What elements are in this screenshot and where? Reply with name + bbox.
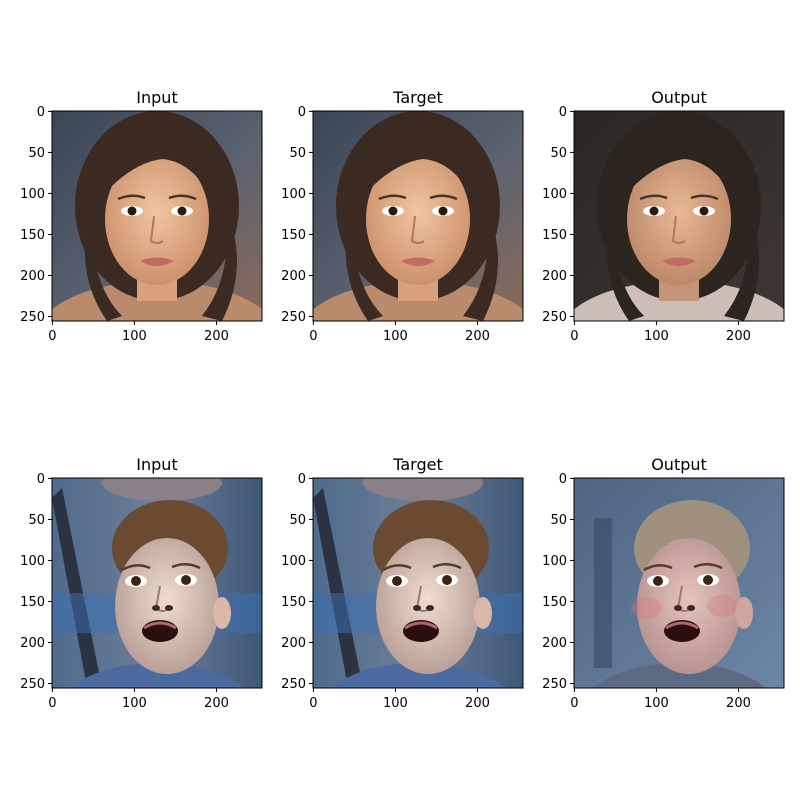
y-tick-label: 250 xyxy=(281,310,306,325)
face-image xyxy=(313,478,523,688)
x-tick-label: 100 xyxy=(122,329,147,344)
x-tick-label: 100 xyxy=(383,329,408,344)
panel-title: Output xyxy=(651,88,707,107)
y-tick-label: 250 xyxy=(542,310,567,325)
y-tick-label: 0 xyxy=(298,472,306,487)
x-tick-label: 100 xyxy=(122,696,147,711)
y-tick-label: 50 xyxy=(550,513,567,528)
y-tick-label: 50 xyxy=(289,513,306,528)
y-tick-label: 100 xyxy=(20,187,45,202)
y-tick-label: 150 xyxy=(542,595,567,610)
y-tick-label: 0 xyxy=(298,105,306,120)
panel-title: Output xyxy=(651,455,707,474)
axes-frame xyxy=(51,477,263,689)
x-tick-label: 200 xyxy=(465,329,490,344)
y-tick-label: 150 xyxy=(20,228,45,243)
y-tick-label: 0 xyxy=(37,472,45,487)
y-tick-label: 100 xyxy=(20,554,45,569)
x-tick-label: 200 xyxy=(204,696,229,711)
axes-frame xyxy=(51,110,263,322)
x-tick-label: 200 xyxy=(726,329,751,344)
axes-frame xyxy=(573,477,785,689)
y-tick-label: 100 xyxy=(281,554,306,569)
y-tick-label: 0 xyxy=(37,105,45,120)
y-tick-label: 100 xyxy=(281,187,306,202)
face-image xyxy=(52,111,262,321)
face-image xyxy=(52,478,262,688)
y-tick-label: 0 xyxy=(559,472,567,487)
y-tick-label: 50 xyxy=(28,513,45,528)
y-tick-label: 200 xyxy=(281,269,306,284)
panel-title: Target xyxy=(392,88,443,107)
y-tick-label: 250 xyxy=(281,677,306,692)
y-tick-label: 100 xyxy=(542,187,567,202)
panel-title: Target xyxy=(392,455,443,474)
y-tick-label: 100 xyxy=(542,554,567,569)
x-tick-label: 100 xyxy=(383,696,408,711)
face-image xyxy=(313,111,523,321)
x-tick-label: 0 xyxy=(48,696,56,711)
y-tick-label: 200 xyxy=(20,269,45,284)
panel-title: Input xyxy=(136,88,177,107)
axes-frame xyxy=(312,110,524,322)
face-image xyxy=(574,111,784,321)
x-tick-label: 0 xyxy=(309,329,317,344)
y-tick-label: 0 xyxy=(559,105,567,120)
x-tick-label: 0 xyxy=(570,329,578,344)
x-tick-label: 0 xyxy=(48,329,56,344)
x-tick-label: 200 xyxy=(465,696,490,711)
x-tick-label: 200 xyxy=(204,329,229,344)
y-tick-label: 250 xyxy=(20,677,45,692)
axes-frame xyxy=(312,477,524,689)
y-tick-label: 200 xyxy=(542,269,567,284)
panel-title: Input xyxy=(136,455,177,474)
y-tick-label: 200 xyxy=(542,636,567,651)
y-tick-label: 150 xyxy=(20,595,45,610)
y-tick-label: 200 xyxy=(281,636,306,651)
face-image xyxy=(574,478,784,688)
y-tick-label: 50 xyxy=(550,146,567,161)
x-tick-label: 200 xyxy=(726,696,751,711)
y-tick-label: 50 xyxy=(289,146,306,161)
y-tick-label: 150 xyxy=(542,228,567,243)
axes-frame xyxy=(573,110,785,322)
y-tick-label: 150 xyxy=(281,595,306,610)
x-tick-label: 0 xyxy=(309,696,317,711)
y-tick-label: 250 xyxy=(542,677,567,692)
x-tick-label: 0 xyxy=(570,696,578,711)
y-tick-label: 250 xyxy=(20,310,45,325)
y-tick-label: 200 xyxy=(20,636,45,651)
y-tick-label: 50 xyxy=(28,146,45,161)
y-tick-label: 150 xyxy=(281,228,306,243)
x-tick-label: 100 xyxy=(644,696,669,711)
x-tick-label: 100 xyxy=(644,329,669,344)
